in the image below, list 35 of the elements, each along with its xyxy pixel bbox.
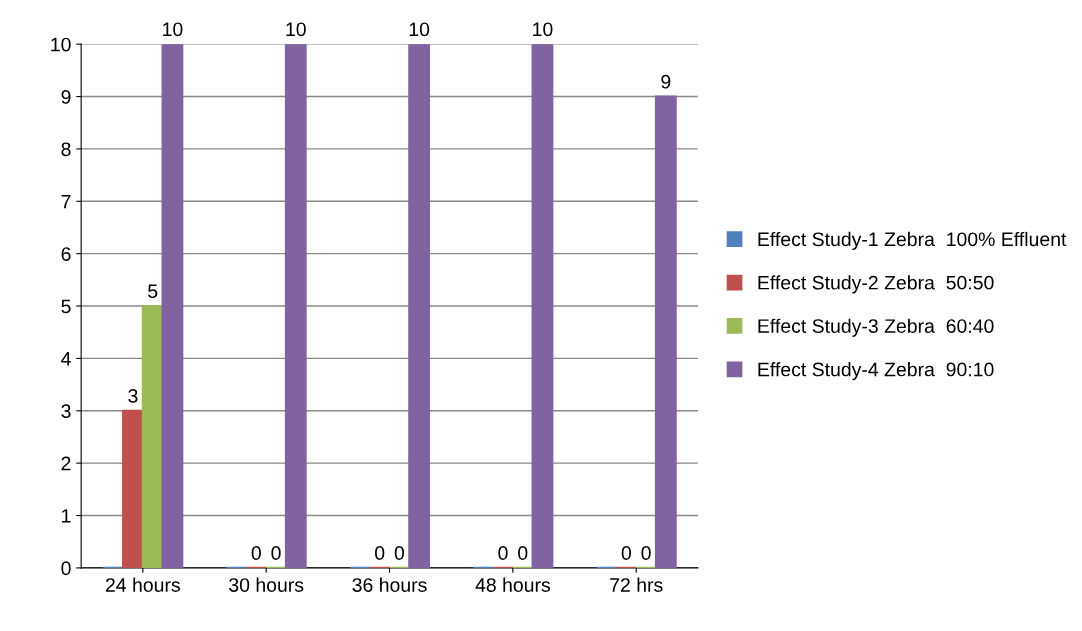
legend-label: Effect Study-1 Zebra 100% Effluent bbox=[758, 231, 1067, 250]
data-label: 10 bbox=[533, 22, 553, 37]
data-label: 0 bbox=[394, 546, 405, 560]
y-tick-label: 0 bbox=[61, 561, 71, 576]
legend-label: Effect Study-3 Zebra 60:40 bbox=[758, 318, 994, 337]
data-label: 0 bbox=[518, 546, 528, 560]
data-label: 0 bbox=[271, 546, 281, 560]
x-tick-label: 36 hours bbox=[352, 577, 427, 592]
data-label: 0 bbox=[375, 546, 385, 560]
y-tick-label: 3 bbox=[61, 404, 71, 419]
y-tick-label: 7 bbox=[61, 194, 71, 209]
x-tick-label: 48 hours bbox=[475, 577, 550, 592]
data-label: 5 bbox=[148, 284, 158, 299]
y-tick-label: 4 bbox=[61, 352, 71, 366]
y-tick-label: 10 bbox=[51, 37, 71, 52]
data-label: 0 bbox=[498, 546, 508, 560]
legend-label: Effect Study-4 Zebra 90:10 bbox=[758, 362, 994, 381]
y-tick-label: 6 bbox=[61, 247, 71, 261]
data-label: 10 bbox=[409, 22, 430, 37]
data-label: 0 bbox=[621, 546, 631, 560]
data-label: 0 bbox=[641, 546, 651, 560]
data-label: 10 bbox=[163, 22, 183, 37]
y-tick-label: 8 bbox=[61, 142, 71, 157]
y-tick-label: 1 bbox=[62, 509, 71, 523]
x-tick-label: 24 hours bbox=[105, 577, 180, 592]
x-tick-label: 30 hours bbox=[229, 577, 304, 592]
data-label: 0 bbox=[251, 546, 261, 560]
y-tick-label: 9 bbox=[61, 90, 71, 104]
legend-label: Effect Study-2 Zebra 50:50 bbox=[758, 275, 994, 294]
data-label: 10 bbox=[286, 22, 306, 37]
data-label: 3 bbox=[128, 389, 138, 403]
y-tick-label: 5 bbox=[61, 299, 71, 314]
x-tick-label: 72 hrs bbox=[610, 577, 663, 592]
y-tick-label: 2 bbox=[61, 456, 71, 471]
data-label: 9 bbox=[661, 74, 671, 89]
